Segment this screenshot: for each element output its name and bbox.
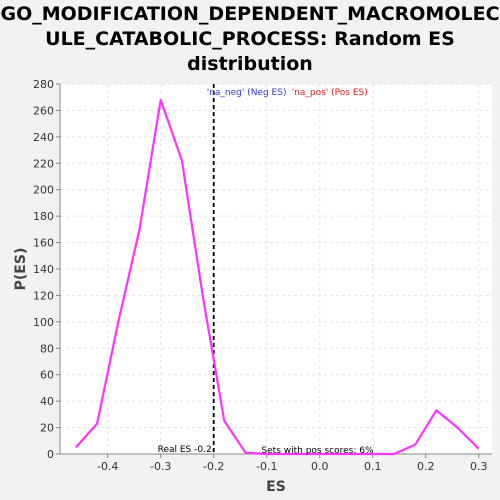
y-tick-label: 140 (33, 263, 54, 276)
y-tick-label: 0 (47, 448, 54, 461)
y-tick-label: 180 (33, 210, 54, 223)
y-tick-label: 220 (33, 157, 54, 170)
x-axis-title: ES (266, 479, 286, 495)
chart-title-line-2: ULE_CATABOLIC_PROCESS: Random ES (45, 28, 455, 50)
x-tick-label: 0.3 (470, 460, 488, 473)
y-axis-title: P(ES) (13, 248, 29, 291)
x-tick-label: 0.0 (311, 460, 329, 473)
real-es-label: Real ES -0.2 (158, 445, 212, 455)
y-tick-label: 80 (40, 342, 54, 355)
legend-neg-label: 'na_neg' (Neg ES) (207, 88, 287, 98)
x-tick-label: -0.1 (256, 460, 277, 473)
chart-title-line-1: GO_MODIFICATION_DEPENDENT_MACROMOLEC (0, 3, 500, 25)
x-tick-label: -0.3 (150, 460, 171, 473)
y-tick-label: 160 (33, 237, 54, 250)
pos-scores-label: Sets with pos scores: 6% (261, 446, 374, 456)
y-tick-label: 40 (40, 395, 54, 408)
y-tick-label: 60 (40, 369, 54, 382)
y-tick-label: 120 (33, 289, 54, 302)
x-tick-label: -0.4 (97, 460, 118, 473)
x-tick-label: 0.2 (417, 460, 435, 473)
grid (60, 83, 492, 454)
series-marks (75, 84, 480, 456)
y-tick-label: 20 (40, 422, 54, 435)
y-tick-label: 200 (33, 184, 54, 197)
y-tick-label: 240 (33, 131, 54, 144)
chart-title-line-3: distribution (187, 53, 313, 75)
legend-pos-label: 'na_pos' (Pos ES) (292, 88, 368, 98)
y-tick-label: 260 (33, 104, 54, 117)
chart-title: GO_MODIFICATION_DEPENDENT_MACROMOLEC ULE… (0, 2, 500, 77)
annotations: 'na_neg' (Neg ES) 'na_pos' (Pos ES) Real… (158, 88, 374, 456)
series-line (75, 98, 480, 456)
y-tick-label: 280 (33, 78, 54, 91)
x-tick-label: -0.2 (203, 460, 224, 473)
x-tick-label: 0.1 (364, 460, 382, 473)
y-tick-label: 100 (33, 316, 54, 329)
